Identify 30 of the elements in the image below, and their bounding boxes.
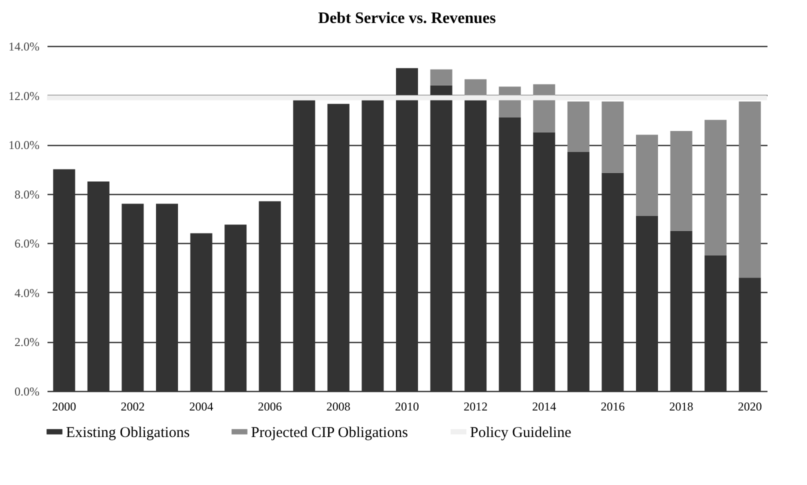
legend-label: Existing Obligations <box>66 424 190 441</box>
y-tick-label: 10.0% <box>8 138 40 152</box>
bar <box>738 101 761 278</box>
y-tick-label: 6.0% <box>14 236 40 251</box>
x-tick-label: 2010 <box>395 400 419 414</box>
bar <box>636 134 658 216</box>
legend-label: Policy Guideline <box>470 424 572 441</box>
x-tick-label: 2016 <box>600 400 625 414</box>
x-tick-label: 2000 <box>52 400 76 414</box>
x-tick-label: 2002 <box>120 400 145 414</box>
x-tick-label: 2006 <box>258 400 282 414</box>
bar <box>602 101 624 173</box>
bar <box>670 131 692 231</box>
y-tick-label: 8.0% <box>14 187 40 202</box>
y-tick-label: 0.0% <box>14 384 40 398</box>
y-tick-label: 4.0% <box>14 286 40 300</box>
x-tick-label: 2018 <box>669 400 694 414</box>
bar <box>567 101 590 152</box>
x-tick-label: 2020 <box>738 400 762 414</box>
bar <box>430 69 452 86</box>
legend-label: Projected CIP Obligations <box>251 424 408 441</box>
x-tick-label: 2004 <box>189 400 214 414</box>
y-tick-label: 14.0% <box>8 40 40 54</box>
x-tick-label: 2012 <box>464 400 488 414</box>
y-tick-label: 12.0% <box>8 88 40 103</box>
chart-title: Debt Service vs. Revenues <box>318 10 496 27</box>
bar <box>704 120 727 256</box>
y-tick-label: 2.0% <box>14 335 40 350</box>
x-tick-label: 2014 <box>532 400 556 414</box>
x-tick-label: 2008 <box>326 400 350 414</box>
